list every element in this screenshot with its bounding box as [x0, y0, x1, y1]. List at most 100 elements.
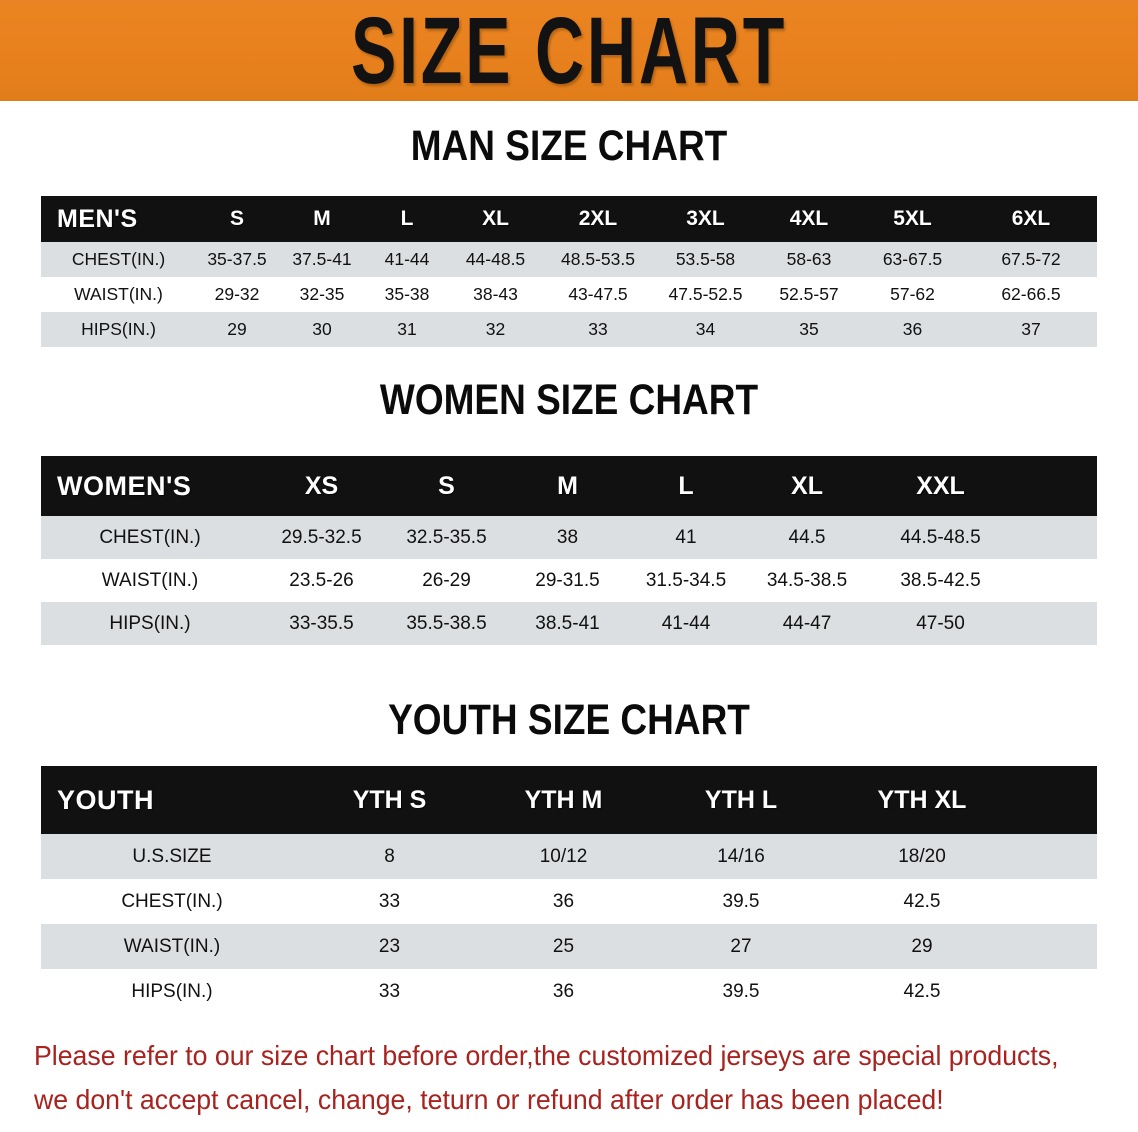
youth-row-label-us-size: U.S.SIZE [132, 845, 212, 867]
youth-col-header-s: YTH S [352, 785, 427, 814]
women-waist-s: 26-29 [422, 569, 471, 591]
women-col-header-xs: XS [304, 471, 339, 500]
section-heading-man: MAN SIZE CHART [410, 121, 728, 169]
men-col-header-6xl: 6XL [1011, 207, 1051, 230]
men-waist-xl: 38-43 [473, 284, 518, 304]
women-waist-spacer [1013, 559, 1097, 602]
men-col-header-xl: XL [482, 207, 509, 230]
table-row: CHEST(IN.) 35-37.5 37.5-41 41-44 44-48.5… [41, 242, 1097, 277]
women-row-label-waist: WAIST(IN.) [101, 569, 199, 591]
women-chest-l: 41 [675, 526, 697, 548]
table-header-row: WOMEN'S XS S M L XL XXL [41, 456, 1097, 516]
youth-corner-label: YOUTH [57, 784, 154, 815]
youth-row-label-chest: CHEST(IN.) [121, 890, 223, 912]
men-col-header-l: L [400, 207, 414, 230]
table-row: HIPS(IN.) 33 36 39.5 42.5 [41, 969, 1097, 1014]
men-chest-xl: 44-48.5 [465, 249, 526, 269]
youth-hips-m: 36 [552, 980, 575, 1002]
youth-size-table: YOUTH YTH S YTH M YTH L YTH XL U.S.SIZE … [41, 766, 1097, 1014]
men-col-header-s: S [229, 207, 244, 230]
women-col-header-l: L [678, 471, 694, 500]
youth-col-header-spacer [1013, 766, 1097, 834]
table-row: HIPS(IN.) 33-35.5 35.5-38.5 38.5-41 41-4… [41, 602, 1097, 645]
youth-hips-s: 33 [378, 980, 401, 1002]
men-chest-6xl: 67.5-72 [1001, 249, 1061, 269]
women-hips-l: 41-44 [661, 612, 711, 634]
youth-chest-l: 39.5 [722, 890, 760, 912]
men-col-header-5xl: 5XL [893, 207, 932, 230]
youth-waist-xl: 29 [911, 935, 933, 957]
women-col-header-xxl: XXL [916, 471, 965, 500]
women-row-label-hips: HIPS(IN.) [109, 612, 191, 634]
men-waist-5xl: 57-62 [890, 284, 935, 304]
women-hips-xxl: 47-50 [916, 612, 965, 634]
men-hips-4xl: 35 [799, 319, 819, 339]
women-col-header-xl: XL [791, 471, 823, 500]
table-row: WAIST(IN.) 29-32 32-35 35-38 38-43 43-47… [41, 277, 1097, 312]
women-chest-s: 32.5-35.5 [406, 526, 487, 548]
table-row: CHEST(IN.) 29.5-32.5 32.5-35.5 38 41 44.… [41, 516, 1097, 559]
youth-ussize-m: 10/12 [539, 845, 588, 867]
youth-chest-xl: 42.5 [903, 890, 941, 912]
men-corner-label: MEN'S [57, 204, 138, 233]
men-hips-m: 30 [312, 319, 332, 339]
youth-chest-s: 33 [378, 890, 401, 912]
youth-col-header-xl: YTH XL [877, 785, 967, 814]
youth-hips-xl: 42.5 [903, 980, 941, 1002]
men-row-label-hips: HIPS(IN.) [81, 319, 156, 339]
youth-row-label-waist: WAIST(IN.) [123, 935, 221, 957]
section-heading-youth: YOUTH SIZE CHART [388, 695, 750, 743]
table-row: WAIST(IN.) 23.5-26 26-29 29-31.5 31.5-34… [41, 559, 1097, 602]
men-hips-2xl: 33 [588, 319, 608, 339]
women-hips-spacer [1013, 602, 1097, 645]
youth-ussize-s: 8 [384, 845, 395, 867]
table-row: CHEST(IN.) 33 36 39.5 42.5 [41, 879, 1097, 924]
men-row-label-waist: WAIST(IN.) [74, 284, 163, 304]
page-title: SIZE CHART [350, 0, 788, 101]
women-chest-xxl: 44.5-48.5 [900, 526, 981, 548]
table-header-row: MEN'S S M L XL 2XL 3XL 4XL 5XL 6XL [41, 196, 1097, 242]
men-chest-m: 37.5-41 [292, 249, 352, 269]
men-hips-xl: 32 [485, 319, 506, 339]
women-waist-m: 29-31.5 [535, 569, 600, 591]
youth-ussize-l: 14/16 [717, 845, 765, 867]
women-hips-xl: 44-47 [782, 612, 832, 634]
disclaimer-line-2: we don't accept cancel, change, teturn o… [34, 1084, 944, 1115]
women-chest-xs: 29.5-32.5 [281, 526, 362, 548]
men-waist-2xl: 43-47.5 [568, 284, 628, 304]
women-waist-xxl: 38.5-42.5 [900, 569, 981, 591]
section-heading-women: WOMEN SIZE CHART [379, 375, 759, 423]
women-corner-label: WOMEN'S [57, 470, 192, 501]
women-hips-m: 38.5-41 [535, 612, 600, 634]
women-waist-l: 31.5-34.5 [645, 569, 727, 591]
youth-hips-spacer [1013, 969, 1097, 1014]
table-row: HIPS(IN.) 29 30 31 32 33 34 35 36 37 [41, 312, 1097, 347]
men-hips-6xl: 37 [1021, 319, 1041, 339]
women-chest-xl: 44.5 [788, 526, 826, 548]
men-col-header-m: M [313, 207, 331, 230]
disclaimer-line-1: Please refer to our size chart before or… [34, 1040, 1059, 1071]
banner: SIZE CHART [0, 0, 1138, 101]
men-waist-s: 29-32 [214, 284, 260, 304]
women-col-header-s: S [438, 471, 455, 500]
table-row: WAIST(IN.) 23 25 27 29 [41, 924, 1097, 969]
men-waist-l: 35-38 [384, 284, 430, 304]
youth-hips-l: 39.5 [722, 980, 760, 1002]
youth-col-header-m: YTH M [524, 785, 603, 814]
men-waist-3xl: 47.5-52.5 [668, 284, 743, 304]
disclaimer-note: Please refer to our size chart before or… [34, 1034, 1072, 1122]
women-hips-xs: 33-35.5 [289, 612, 354, 634]
men-col-header-3xl: 3XL [686, 207, 725, 230]
women-waist-xs: 23.5-26 [289, 569, 354, 591]
youth-col-header-l: YTH L [704, 785, 778, 814]
women-size-table: WOMEN'S XS S M L XL XXL CHEST(IN.) 29.5-… [41, 456, 1097, 645]
youth-waist-m: 25 [552, 935, 575, 957]
youth-row-label-hips: HIPS(IN.) [131, 980, 213, 1002]
men-hips-5xl: 36 [902, 319, 923, 339]
men-hips-s: 29 [227, 319, 247, 339]
men-hips-l: 31 [397, 319, 417, 339]
youth-waist-s: 23 [378, 935, 401, 957]
men-col-header-4xl: 4XL [789, 207, 829, 230]
men-row-label-chest: CHEST(IN.) [71, 249, 166, 269]
men-waist-4xl: 52.5-57 [779, 284, 839, 304]
